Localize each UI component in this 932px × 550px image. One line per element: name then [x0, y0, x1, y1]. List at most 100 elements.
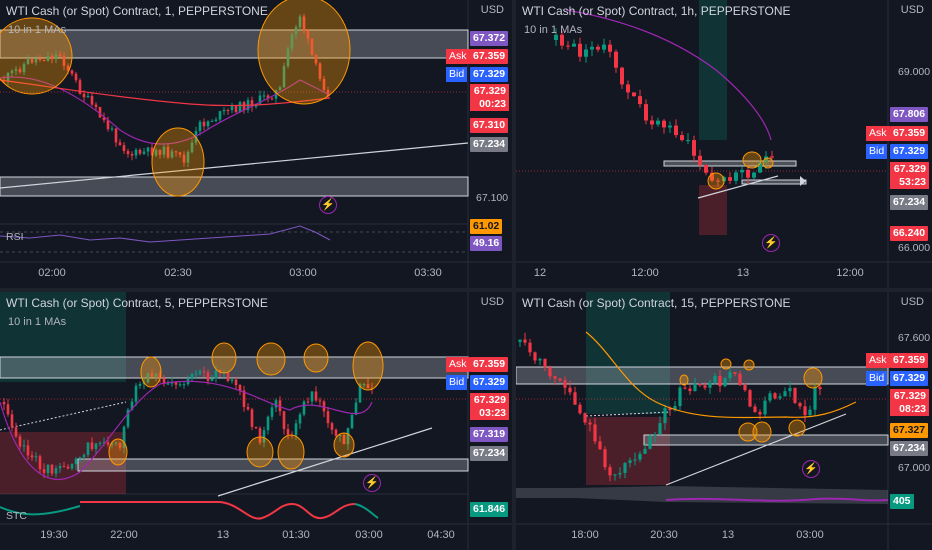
candle-body	[716, 180, 720, 182]
candle-body	[302, 16, 306, 31]
highlight-circle	[151, 127, 205, 197]
candle-body	[162, 146, 166, 155]
ask-price: 67.359	[890, 126, 929, 141]
time-axis-label: 13	[736, 267, 750, 279]
candle-body	[270, 98, 274, 100]
candle-body	[808, 409, 812, 416]
currency-label: USD	[480, 4, 504, 16]
candle-body	[758, 162, 762, 173]
candle-body	[106, 120, 110, 130]
candle-body	[734, 172, 738, 181]
candle-body	[146, 373, 150, 383]
candle-body	[683, 387, 687, 389]
chart-title: WTI Cash (or Spot) Contract, 1h, PEPPERS…	[522, 4, 791, 18]
candle-body	[543, 358, 547, 368]
price-axis-label: 67.600	[898, 332, 931, 344]
candle-body	[14, 69, 18, 71]
chart-pane-15m[interactable]: WTI Cash (or Spot) Contract, 15, PEPPERS…	[516, 292, 932, 550]
candle-body	[90, 442, 94, 449]
currency-label: USD	[480, 296, 504, 308]
candle-body	[250, 409, 254, 427]
chart-svg-1m[interactable]	[0, 0, 512, 288]
candle-body	[362, 384, 366, 386]
candle-body	[632, 92, 636, 97]
chart-svg-15m[interactable]	[516, 292, 932, 550]
candle-body	[596, 46, 600, 50]
candle-body	[310, 391, 314, 402]
indicator-label[interactable]: 10 in 1 MAs	[524, 24, 583, 36]
candle-body	[350, 414, 354, 429]
candle-body	[90, 96, 94, 105]
candle-body	[138, 149, 142, 154]
candle-body	[583, 413, 587, 423]
candle-body	[680, 135, 684, 141]
candle-body	[274, 400, 278, 408]
candle-body	[548, 367, 552, 377]
candle-body	[198, 121, 202, 132]
chart-pane-1h[interactable]: WTI Cash (or Spot) Contract, 1h, PEPPERS…	[516, 0, 932, 288]
lightning-icon[interactable]: ⚡	[802, 460, 820, 478]
indicator-label[interactable]: 10 in 1 MAs	[8, 24, 67, 36]
candle-body	[82, 93, 86, 98]
candle-body	[728, 372, 732, 379]
candle-body	[158, 149, 162, 155]
indicator-label[interactable]: 10 in 1 MAs	[8, 316, 67, 328]
ask-label: Ask	[866, 353, 890, 368]
currency-label: USD	[900, 296, 924, 308]
stc-label: STC	[6, 510, 27, 522]
candle-body	[174, 151, 178, 153]
candle-body	[214, 119, 218, 121]
candle-body	[198, 371, 202, 374]
candle-body	[170, 382, 174, 384]
bid-price: 67.329	[470, 67, 509, 82]
candle-body	[158, 373, 162, 379]
highlight-circle	[277, 434, 305, 470]
candle-body	[206, 372, 210, 381]
candle-body	[210, 120, 214, 122]
candle-body	[788, 387, 792, 392]
candle-body	[46, 56, 50, 62]
candle-body	[693, 383, 697, 392]
lightning-icon[interactable]: ⚡	[363, 474, 381, 492]
highlight-circle	[303, 343, 329, 373]
candle-body	[6, 404, 10, 415]
candle-body	[740, 169, 744, 173]
candle-body	[238, 102, 242, 113]
candle-body	[2, 402, 6, 405]
candle-body	[366, 384, 370, 389]
chart-svg-1h[interactable]	[516, 0, 932, 288]
candle-body	[262, 95, 266, 97]
ask-price: 67.359	[470, 49, 509, 64]
candle-body	[250, 100, 254, 107]
highlight-circle	[762, 157, 774, 169]
lightning-icon[interactable]: ⚡	[319, 196, 337, 214]
chart-pane-5m[interactable]: WTI Cash (or Spot) Contract, 5, PEPPERST…	[0, 292, 512, 550]
highlight-circle	[333, 432, 355, 458]
candle-body	[126, 151, 130, 155]
candle-body	[638, 453, 642, 460]
trend-line	[0, 142, 469, 189]
price-tag: 67.319	[470, 427, 509, 442]
stc-line-red	[80, 501, 356, 520]
candle-body	[122, 426, 126, 448]
candle-body	[34, 58, 38, 63]
chart-svg-5m[interactable]	[0, 292, 512, 550]
price-tag: 67.327	[890, 423, 929, 438]
bid-label: Bid	[866, 371, 888, 386]
price-tag: 67.234	[890, 441, 929, 456]
candle-body	[813, 387, 817, 410]
candle-body	[194, 373, 198, 375]
last-price-stack: 67.329 03:23	[470, 393, 509, 420]
bid-label: Bid	[866, 144, 888, 159]
candle-body	[568, 387, 572, 393]
candle-body	[338, 434, 342, 436]
time-axis-label: 12	[533, 267, 547, 279]
candle-body	[342, 434, 346, 445]
time-axis-label: 12:00	[631, 267, 659, 279]
candle-body	[42, 59, 46, 62]
candle-body	[298, 16, 302, 28]
lightning-icon[interactable]: ⚡	[762, 234, 780, 252]
candle-body	[234, 106, 238, 113]
candle-body	[704, 165, 708, 173]
chart-pane-1m[interactable]: WTI Cash (or Spot) Contract, 1, PEPPERST…	[0, 0, 512, 288]
